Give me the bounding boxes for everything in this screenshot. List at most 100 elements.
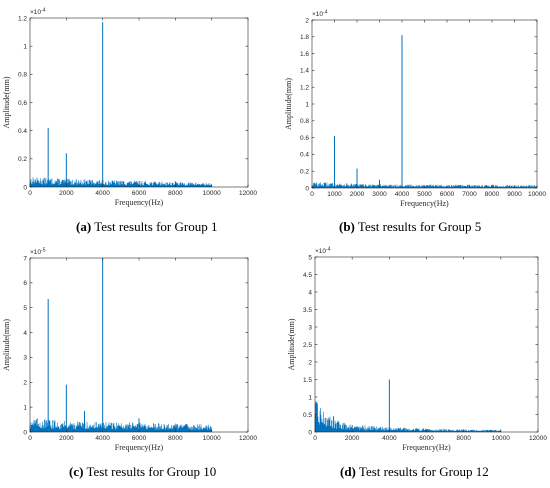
chart-b-ytick-label: 1.4 xyxy=(300,68,309,75)
chart-b-plot-frame xyxy=(311,19,538,189)
chart-a-ytick-label: 0.4 xyxy=(18,128,27,135)
chart-d-plot-frame xyxy=(314,256,539,433)
chart-d-svg: 0 2000 4000 6000 8000 10000 12000 0 0.5 1 1.5 2 2.5 3… xyxy=(287,247,547,453)
caption-a-text: Test results for Group 1 xyxy=(94,219,218,234)
chart-c-ytick-label: 7 xyxy=(23,255,27,262)
chart-c-ytick-label: 1 xyxy=(23,404,27,411)
chart-c-ytick-label: 4 xyxy=(23,330,27,337)
chart-b-xtick-label: 0 xyxy=(310,191,314,198)
chart-c-y-multiplier: ×10-5 xyxy=(30,248,46,257)
chart-b-ytick-label: 0.4 xyxy=(300,152,309,159)
chart-d-ytick-label: 5 xyxy=(308,254,312,261)
chart-panel-d: 0 2000 4000 6000 8000 10000 12000 0 0.5 1 1.5 2 2.5 3… xyxy=(275,244,550,488)
caption-c: (c) Test results for Group 10 xyxy=(69,464,216,480)
chart-c-xtick-label: 8000 xyxy=(168,435,183,442)
chart-d-y-multiplier: ×10-4 xyxy=(315,247,331,256)
chart-c-xtick-label: 6000 xyxy=(132,435,147,442)
chart-a-y-exponent: -4 xyxy=(41,8,46,14)
caption-a: (a) Test results for Group 1 xyxy=(76,219,217,235)
chart-b-xtick-label: 1000 xyxy=(327,191,342,198)
chart-b-ytick-label: 0.8 xyxy=(300,118,309,125)
chart-d-xtick-label: 4000 xyxy=(382,435,397,442)
caption-d-text: Test results for Group 12 xyxy=(358,464,489,479)
chart-b-ytick-label: 0 xyxy=(305,185,309,192)
chart-d-ytick-label: 0 xyxy=(308,429,312,436)
chart-c-y-exponent: -5 xyxy=(41,248,46,254)
chart-a-y-multiplier: ×10-4 xyxy=(30,8,46,17)
chart-c-xtick-label: 2000 xyxy=(59,435,74,442)
chart-d-xtick-label: 8000 xyxy=(456,435,471,442)
chart-c-xtick-label: 0 xyxy=(28,435,32,442)
chart-a-xtick-label: 4000 xyxy=(95,190,110,197)
chart-a-xtick-label: 10000 xyxy=(203,190,221,197)
chart-b-x-axis-label: Frequency(Hz) xyxy=(400,199,449,208)
chart-a-ytick-label: 0.2 xyxy=(18,156,27,163)
chart-a-xtick-label: 2000 xyxy=(59,190,74,197)
chart-d-ytick-label: 4.5 xyxy=(303,272,312,279)
chart-b-svg: 0 1000 2000 3000 4000 5000 6000 7000 8000 9000 100… xyxy=(284,10,546,209)
caption-b-text: Test results for Group 5 xyxy=(357,219,482,234)
chart-c-noise-series xyxy=(29,418,212,432)
chart-a-x-axis-label: Frequency(Hz) xyxy=(115,198,164,207)
chart-b-y-exponent: -4 xyxy=(323,10,328,16)
chart-a-ytick-label: 0 xyxy=(23,184,27,191)
chart-a-xtick-label: 0 xyxy=(28,190,32,197)
chart-d-xtick-label: 0 xyxy=(313,435,317,442)
chart-b-y-axis-label: Amplitude(mm) xyxy=(284,78,293,130)
chart-b-xtick-label: 5000 xyxy=(417,191,432,198)
chart-d-ytick-label: 0.5 xyxy=(303,412,312,419)
chart-d-ytick-label: 4 xyxy=(308,289,312,296)
chart-a-xtick-label: 6000 xyxy=(132,190,147,197)
chart-c-svg: 0 2000 4000 6000 8000 10000 12000 0 1 2 3 4 5 6 7×10-5… xyxy=(2,248,257,453)
chart-a-xtick-label: 12000 xyxy=(239,190,257,197)
chart-d-y-exponent: -4 xyxy=(326,247,331,253)
chart-d-xtick-label: 2000 xyxy=(345,435,360,442)
chart-c-x-axis-label: Frequency(Hz) xyxy=(115,443,164,452)
chart-a-ytick-label: 1.2 xyxy=(18,15,27,22)
chart-a-ytick-label: 0.8 xyxy=(18,72,27,79)
chart-b-ytick-label: 0.6 xyxy=(300,135,309,142)
chart-b-xtick-label: 7000 xyxy=(462,191,477,198)
chart-b-ytick-label: 2 xyxy=(305,17,309,24)
chart-c-xtick-label: 10000 xyxy=(203,435,221,442)
chart-d-noise-path xyxy=(314,401,501,432)
chart-a-noise-series xyxy=(29,177,212,187)
chart-d-xtick-label: 10000 xyxy=(492,435,510,442)
chart-d-xtick-label: 12000 xyxy=(529,435,547,442)
chart-b-xtick-label: 8000 xyxy=(485,191,500,198)
chart-c-plot-frame xyxy=(29,257,249,433)
chart-a-xtick-label: 8000 xyxy=(168,190,183,197)
chart-d-ytick-label: 1.5 xyxy=(303,377,312,384)
chart-d-ytick-label: 3 xyxy=(308,324,312,331)
chart-panel-a: 0 2000 4000 6000 8000 10000 12000 0 0.2 0.4 0.6 0.8… xyxy=(0,0,275,244)
chart-d-xtick-label: 6000 xyxy=(419,435,434,442)
chart-d-y-axis-label: Amplitude(mm) xyxy=(287,318,296,370)
caption-c-text: Test results for Group 10 xyxy=(86,464,217,479)
chart-c-ytick-label: 3 xyxy=(23,355,27,362)
chart-c-y-axis-label: Amplitude(mm) xyxy=(2,319,11,371)
chart-b-ytick-label: 1 xyxy=(305,101,309,108)
chart-c-xtick-label: 4000 xyxy=(95,435,110,442)
chart-d-noise-series xyxy=(314,401,501,432)
chart-b-xtick-label: 4000 xyxy=(395,191,410,198)
chart-d-ytick-label: 2.5 xyxy=(303,342,312,349)
caption-a-label: (a) xyxy=(76,219,92,234)
chart-d-ytick-label: 2 xyxy=(308,359,312,366)
caption-c-label: (c) xyxy=(69,464,84,479)
chart-b-xtick-label: 3000 xyxy=(372,191,387,198)
chart-a-noise-path xyxy=(29,177,212,187)
chart-c-ytick-label: 0 xyxy=(23,429,27,436)
chart-panel-b: 0 1000 2000 3000 4000 5000 6000 7000 8000 9000 100… xyxy=(275,0,550,244)
caption-b-label: (b) xyxy=(339,219,355,234)
chart-d-x-axis-label: Frequency(Hz) xyxy=(402,443,451,452)
chart-d-ytick-label: 1 xyxy=(308,394,312,401)
chart-b-ytick-label: 1.6 xyxy=(300,51,309,58)
chart-c-xtick-label: 12000 xyxy=(239,435,257,442)
chart-b-ytick-label: 1.2 xyxy=(300,85,309,92)
chart-c-ytick-label: 6 xyxy=(23,280,27,287)
chart-a-ytick-label: 1 xyxy=(23,43,27,50)
chart-c-ytick-label: 2 xyxy=(23,380,27,387)
chart-b-ytick-label: 0.2 xyxy=(300,169,309,176)
chart-b-xtick-label: 9000 xyxy=(507,191,522,198)
chart-a-ytick-label: 0.6 xyxy=(18,100,27,107)
